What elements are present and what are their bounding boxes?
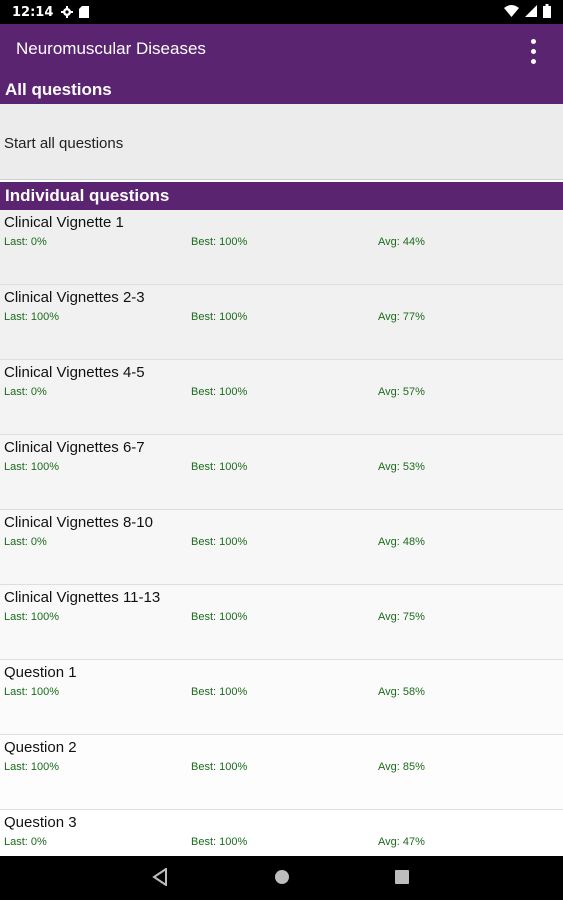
question-title: Clinical Vignettes 6-7 xyxy=(4,439,145,456)
avg-score: Avg: 75% xyxy=(378,611,425,623)
question-title: Clinical Vignettes 8-10 xyxy=(4,514,153,531)
question-title: Clinical Vignettes 11-13 xyxy=(4,589,161,606)
best-score: Best: 100% xyxy=(191,311,248,323)
start-all-questions-button[interactable]: Start all questions xyxy=(0,104,563,180)
question-title: Clinical Vignettes 2-3 xyxy=(4,289,145,306)
individual-questions-header: Individual questions xyxy=(0,182,563,210)
settings-icon xyxy=(61,6,74,18)
back-icon[interactable] xyxy=(152,868,168,886)
best-score: Best: 100% xyxy=(191,611,248,623)
status-time: 12:14 xyxy=(12,4,54,20)
question-row-clinical-vignettes-4-5[interactable]: Clinical Vignettes 4-5 Last: 0% Best: 10… xyxy=(0,360,563,435)
question-row-clinical-vignettes-6-7[interactable]: Clinical Vignettes 6-7 Last: 100% Best: … xyxy=(0,435,563,510)
avg-score: Avg: 53% xyxy=(378,461,425,473)
avg-score: Avg: 85% xyxy=(378,761,425,773)
best-score: Best: 100% xyxy=(191,686,248,698)
last-score: Last: 100% xyxy=(4,461,60,473)
avg-score: Avg: 47% xyxy=(378,836,425,848)
best-score: Best: 100% xyxy=(191,386,248,398)
last-score: Last: 0% xyxy=(4,236,47,248)
question-row-clinical-vignettes-11-13[interactable]: Clinical Vignettes 11-13 Last: 100% Best… xyxy=(0,585,563,660)
question-row-question-2[interactable]: Question 2 Last: 100% Best: 100% Avg: 85… xyxy=(0,735,563,810)
question-list: Clinical Vignette 1 Last: 0% Best: 100% … xyxy=(0,210,563,856)
best-score: Best: 100% xyxy=(191,536,248,548)
last-score: Last: 0% xyxy=(4,536,47,548)
all-questions-header: All questions xyxy=(0,76,563,104)
status-bar: 12:14 xyxy=(0,0,563,24)
question-title: Clinical Vignettes 4-5 xyxy=(4,364,145,381)
avg-score: Avg: 58% xyxy=(378,686,425,698)
avg-score: Avg: 77% xyxy=(378,311,425,323)
sd-card-icon xyxy=(79,6,90,18)
app-bar: Neuromuscular Diseases xyxy=(0,24,563,76)
question-row-clinical-vignette-1[interactable]: Clinical Vignette 1 Last: 0% Best: 100% … xyxy=(0,210,563,285)
question-title: Clinical Vignette 1 xyxy=(4,214,124,231)
wifi-icon xyxy=(504,5,519,17)
question-row-question-1[interactable]: Question 1 Last: 100% Best: 100% Avg: 58… xyxy=(0,660,563,735)
last-score: Last: 0% xyxy=(4,836,47,848)
signal-icon xyxy=(525,5,537,17)
home-icon[interactable] xyxy=(273,868,291,886)
best-score: Best: 100% xyxy=(191,461,248,473)
last-score: Last: 0% xyxy=(4,386,47,398)
best-score: Best: 100% xyxy=(191,236,248,248)
question-title: Question 2 xyxy=(4,739,77,756)
avg-score: Avg: 57% xyxy=(378,386,425,398)
question-title: Question 1 xyxy=(4,664,77,681)
battery-icon xyxy=(543,4,551,18)
navigation-bar xyxy=(0,856,563,900)
best-score: Best: 100% xyxy=(191,761,248,773)
last-score: Last: 100% xyxy=(4,311,60,323)
avg-score: Avg: 44% xyxy=(378,236,425,248)
best-score: Best: 100% xyxy=(191,836,248,848)
last-score: Last: 100% xyxy=(4,686,60,698)
recents-icon[interactable] xyxy=(394,868,410,886)
last-score: Last: 100% xyxy=(4,611,60,623)
question-row-clinical-vignettes-8-10[interactable]: Clinical Vignettes 8-10 Last: 0% Best: 1… xyxy=(0,510,563,585)
avg-score: Avg: 48% xyxy=(378,536,425,548)
last-score: Last: 100% xyxy=(4,761,60,773)
app-title: Neuromuscular Diseases xyxy=(16,39,206,58)
start-all-questions-label: Start all questions xyxy=(4,135,124,152)
overflow-menu-icon[interactable] xyxy=(523,36,543,66)
question-row-question-3[interactable]: Question 3 Last: 0% Best: 100% Avg: 47% xyxy=(0,810,563,856)
question-row-clinical-vignettes-2-3[interactable]: Clinical Vignettes 2-3 Last: 100% Best: … xyxy=(0,285,563,360)
question-title: Question 3 xyxy=(4,814,77,831)
